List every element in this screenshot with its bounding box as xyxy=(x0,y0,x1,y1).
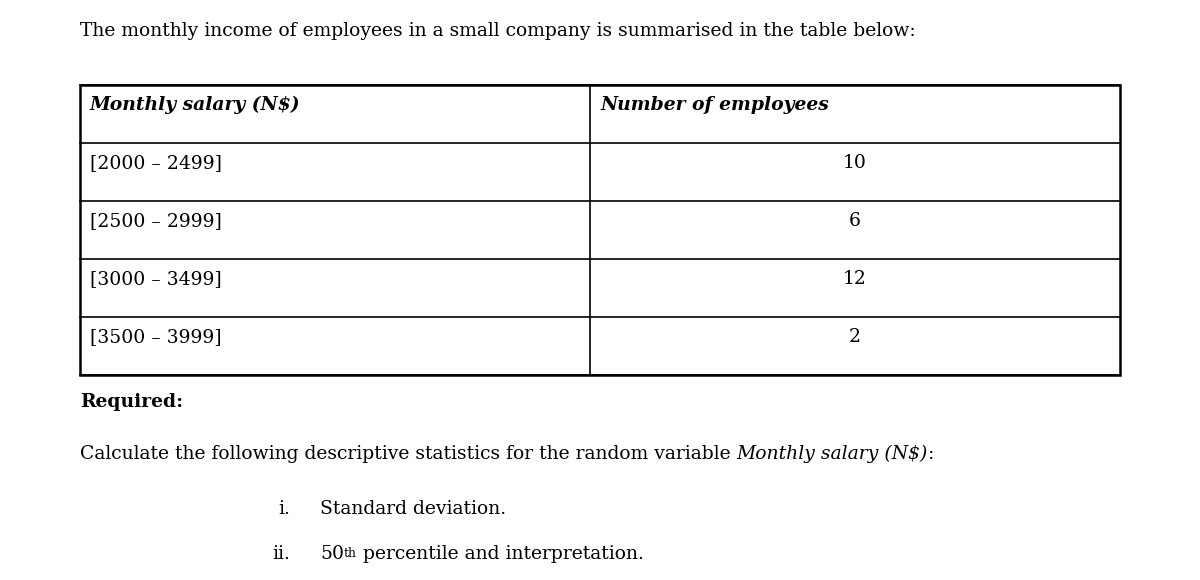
Text: Required:: Required: xyxy=(80,393,184,411)
Text: :: : xyxy=(928,445,935,463)
Text: ii.: ii. xyxy=(272,545,290,563)
Text: [3500 – 3999]: [3500 – 3999] xyxy=(90,328,222,346)
Text: Number of employees: Number of employees xyxy=(600,96,829,114)
Text: The monthly income of employees in a small company is summarised in the table be: The monthly income of employees in a sma… xyxy=(80,22,916,40)
Text: 6: 6 xyxy=(850,212,860,230)
Text: i.: i. xyxy=(278,500,290,518)
Text: [2500 – 2999]: [2500 – 2999] xyxy=(90,212,222,230)
Text: 10: 10 xyxy=(844,154,866,172)
Text: th: th xyxy=(344,547,358,560)
Text: percentile and interpretation.: percentile and interpretation. xyxy=(358,545,644,563)
Text: Monthly salary (N$): Monthly salary (N$) xyxy=(737,445,928,463)
Text: 12: 12 xyxy=(844,270,866,288)
Text: Standard deviation.: Standard deviation. xyxy=(320,500,506,518)
Text: 2: 2 xyxy=(850,328,862,346)
Text: Monthly salary (N$): Monthly salary (N$) xyxy=(90,96,301,114)
Text: [3000 – 3499]: [3000 – 3499] xyxy=(90,270,222,288)
Text: Calculate the following descriptive statistics for the random variable: Calculate the following descriptive stat… xyxy=(80,445,737,463)
Text: [2000 – 2499]: [2000 – 2499] xyxy=(90,154,222,172)
Text: 50: 50 xyxy=(320,545,344,563)
